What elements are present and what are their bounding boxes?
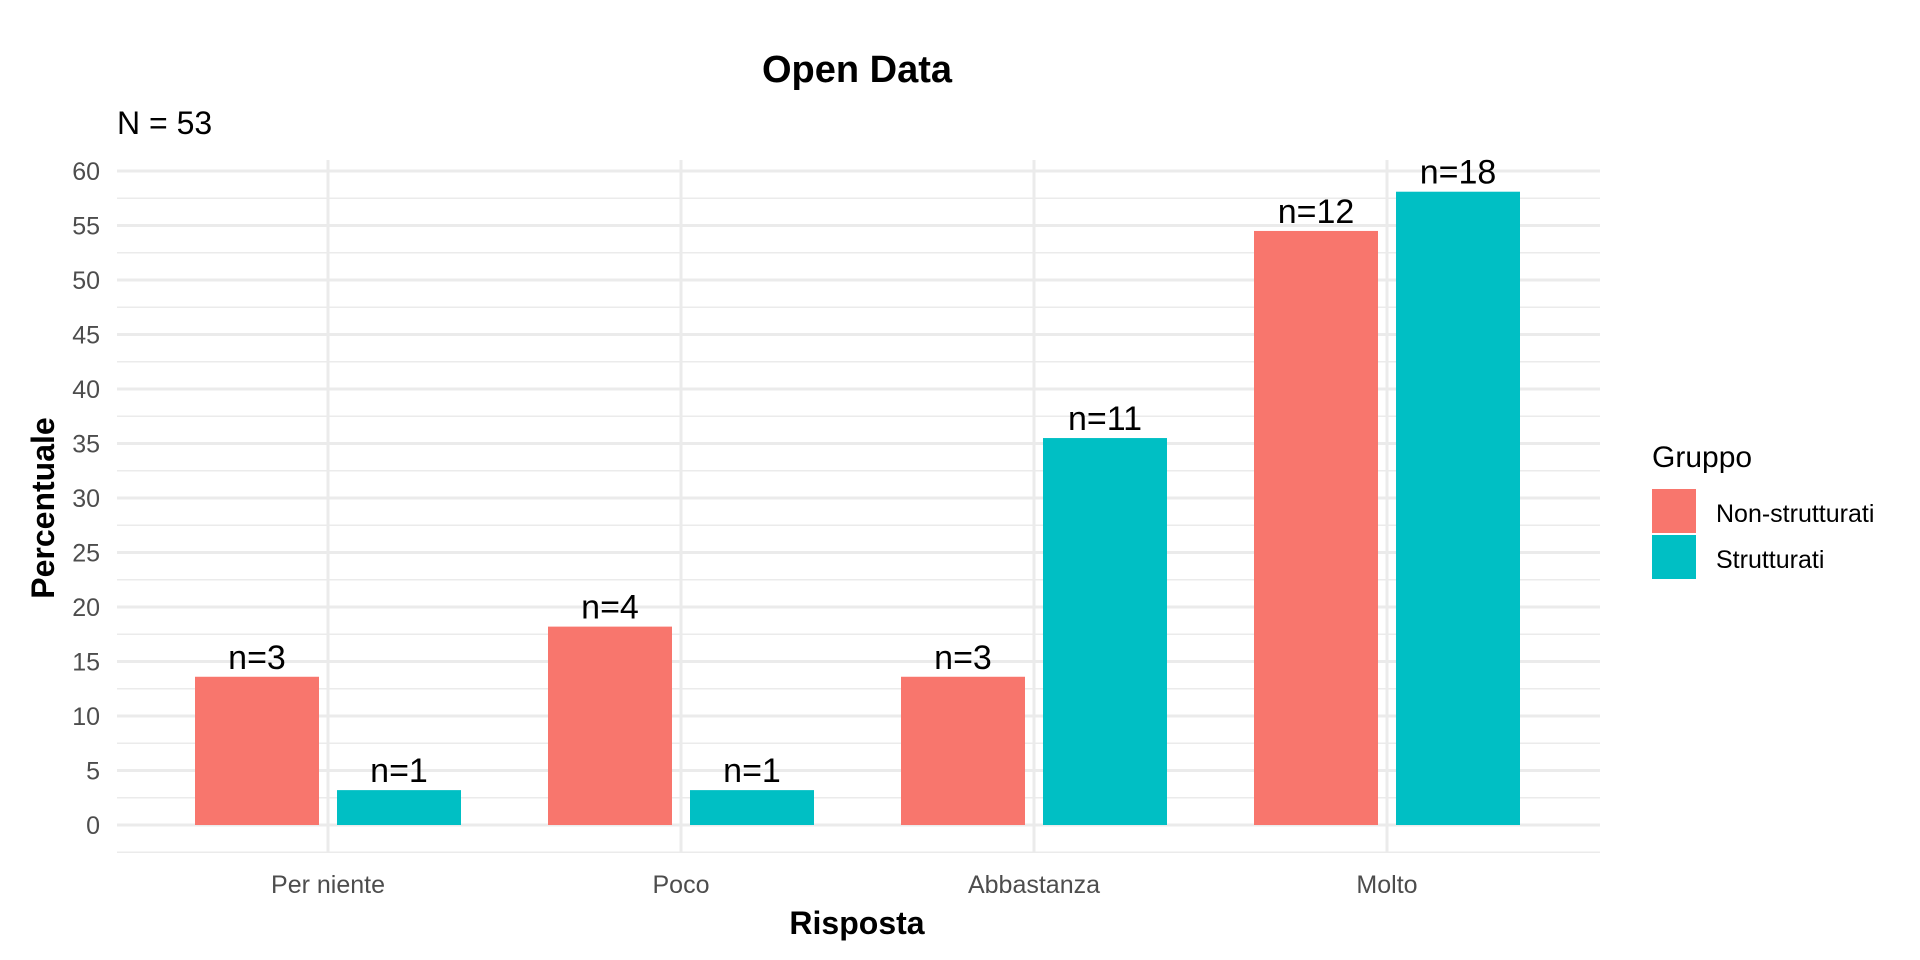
y-tick-label: 60 <box>72 158 100 186</box>
bar-value-label: n=1 <box>723 752 781 790</box>
x-tick-label: Abbastanza <box>968 871 1100 899</box>
y-tick-label: 5 <box>86 758 100 786</box>
y-tick-label: 45 <box>72 322 100 350</box>
legend-key-strutturati <box>1652 535 1696 579</box>
x-axis-title: Risposta <box>789 905 924 941</box>
y-tick-label: 20 <box>72 594 100 622</box>
y-tick-label: 10 <box>72 703 100 731</box>
bars <box>195 191 1520 825</box>
data-labels: n=3 n=4 n=3 n=12 n=1 n=1 n=11 n=18 <box>228 154 1496 790</box>
bar <box>690 790 814 825</box>
bar <box>901 676 1025 825</box>
chart-title: Open Data <box>762 49 953 91</box>
y-tick-label: 40 <box>72 376 100 404</box>
chart-subtitle: N = 53 <box>117 105 212 141</box>
legend: Gruppo Non-strutturati Strutturati <box>1652 441 1874 579</box>
y-tick-label: 0 <box>86 812 100 840</box>
bar <box>1043 438 1167 825</box>
bar-value-label: n=11 <box>1068 400 1142 438</box>
legend-label-non-strutturati: Non-strutturati <box>1716 500 1874 528</box>
bar <box>548 626 672 825</box>
bar-value-label: n=3 <box>934 639 992 677</box>
legend-key-non-strutturati <box>1652 489 1696 533</box>
y-axis-ticks: 0 5 10 15 20 25 30 35 40 45 50 55 60 <box>72 158 100 840</box>
bar-value-label: n=18 <box>1420 154 1497 192</box>
x-tick-label: Per niente <box>271 871 385 899</box>
y-tick-label: 15 <box>72 649 100 677</box>
bar <box>337 790 461 825</box>
y-tick-label: 50 <box>72 267 100 295</box>
y-tick-label: 30 <box>72 485 100 513</box>
bar <box>195 676 319 825</box>
bar-value-label: n=3 <box>228 639 286 677</box>
y-tick-label: 35 <box>72 431 100 459</box>
y-tick-label: 25 <box>72 540 100 568</box>
legend-label-strutturati: Strutturati <box>1716 546 1824 574</box>
bar-value-label: n=12 <box>1278 193 1355 231</box>
x-axis-ticks: Per niente Poco Abbastanza Molto <box>271 871 1418 899</box>
bar-value-label: n=1 <box>370 752 428 790</box>
y-tick-label: 55 <box>72 213 100 241</box>
x-tick-label: Poco <box>653 871 710 899</box>
bar-value-label: n=4 <box>581 589 639 627</box>
bar <box>1254 230 1378 825</box>
x-tick-label: Molto <box>1356 871 1417 899</box>
bar <box>1396 191 1520 825</box>
legend-title: Gruppo <box>1652 441 1752 474</box>
y-axis-title: Percentuale <box>25 417 61 598</box>
